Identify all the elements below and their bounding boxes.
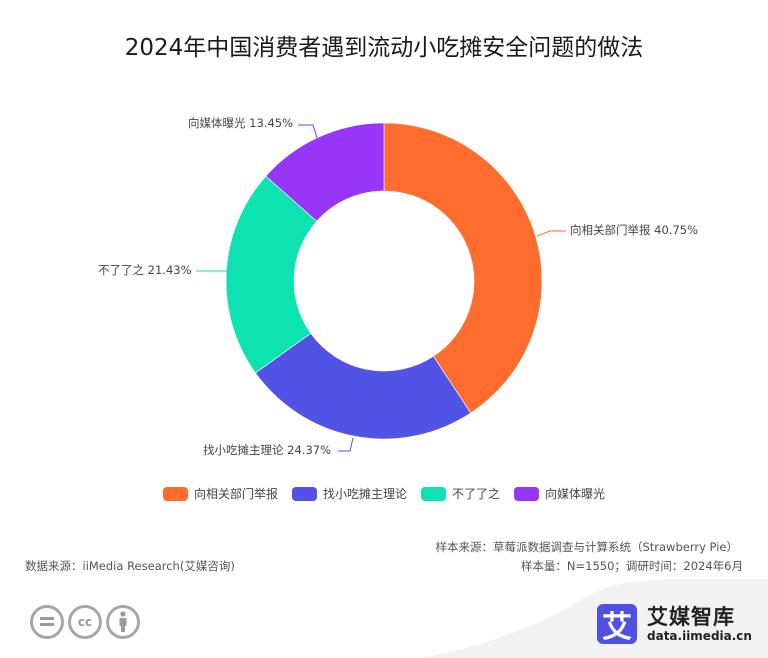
slice-ignore[interactable]	[225, 175, 318, 374]
legend-item-confront[interactable]: 找小吃摊主理论	[291, 485, 407, 502]
by-icon	[106, 605, 140, 639]
iimedia-logo[interactable]: 艾 艾媒智库 data.iimedia.cn	[597, 604, 752, 645]
nd-icon	[30, 605, 64, 639]
legend-swatch	[162, 486, 188, 501]
data-source: 数据来源：iiMedia Research(艾媒咨询)	[25, 559, 235, 573]
legend-label: 找小吃摊主理论	[322, 487, 407, 501]
slice-label-report: 向相关部门举报 40.75%	[570, 223, 699, 237]
license-icons: cc	[30, 605, 140, 639]
logo-url: data.iimedia.cn	[647, 629, 752, 643]
legend-label: 向媒体曝光	[545, 487, 606, 501]
logo-mark: 艾	[597, 604, 637, 645]
cc-icon: cc	[68, 605, 102, 639]
legend-item-report[interactable]: 向相关部门举报	[162, 485, 278, 502]
slice-confront[interactable]	[255, 332, 472, 440]
leader-line	[298, 124, 319, 142]
chart-legend: 向相关部门举报 找小吃摊主理论 不了了之 向媒体曝光	[0, 485, 768, 502]
legend-label: 向相关部门举报	[193, 487, 278, 501]
legend-swatch	[291, 486, 317, 501]
legend-swatch	[421, 486, 446, 501]
sample-source: 样本来源：草莓派数据调查与计算系统（Strawberry Pie）	[435, 540, 738, 554]
legend-label: 不了了之	[452, 487, 501, 501]
logo-name: 艾媒智库	[647, 605, 735, 629]
slice-report[interactable]	[383, 122, 543, 414]
donut-chart	[196, 122, 566, 452]
legend-item-ignore[interactable]: 不了了之	[421, 485, 500, 502]
legend-swatch	[514, 486, 540, 501]
chart-title: 2024年中国消费者遇到流动小吃摊安全问题的做法	[124, 35, 644, 61]
sample-info: 样本量：N=1550；调研时间：2024年6月	[520, 559, 743, 573]
leader-line	[338, 437, 354, 452]
slice-label-confront: 找小吃摊主理论 24.37%	[203, 443, 332, 457]
legend-item-media[interactable]: 向媒体曝光	[514, 485, 605, 502]
slice-media[interactable]	[265, 122, 385, 222]
slice-label-media: 向媒体曝光 13.45%	[188, 116, 294, 130]
slice-label-ignore: 不了了之 21.43%	[98, 263, 192, 277]
leader-line	[536, 230, 566, 237]
